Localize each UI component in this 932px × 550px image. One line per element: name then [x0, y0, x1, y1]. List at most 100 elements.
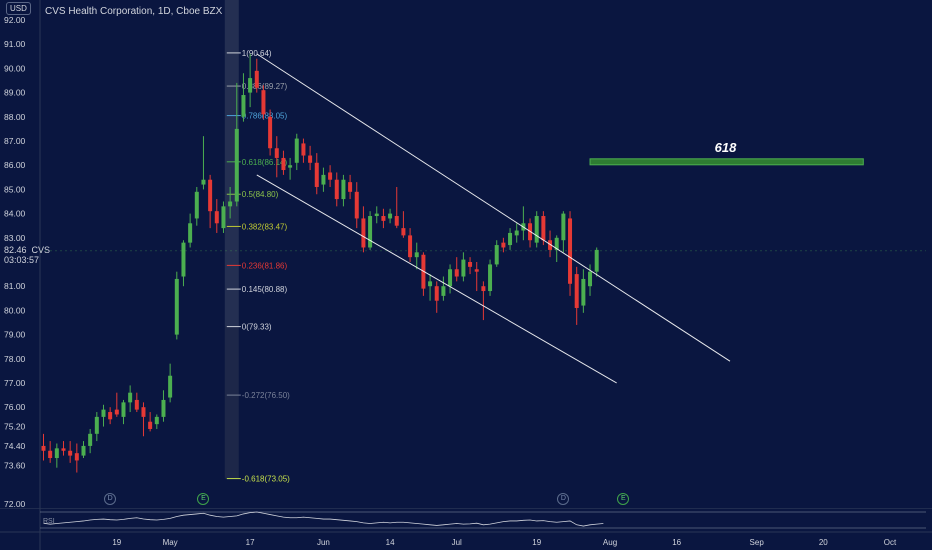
candle-body: [381, 216, 386, 221]
level-label: 618: [714, 139, 737, 155]
candle: [94, 412, 99, 442]
candle-body: [221, 206, 226, 229]
earnings-marker[interactable]: E: [617, 493, 630, 505]
candle: [188, 213, 193, 248]
fib-level-label: 0.382(83.47): [242, 222, 288, 231]
candle: [121, 399, 126, 425]
y-tick-label: 72.00: [4, 499, 26, 509]
y-tick-label: 74.40: [4, 441, 26, 451]
candle: [314, 153, 319, 195]
candle-body: [321, 174, 326, 185]
candle: [148, 412, 153, 432]
currency-badge[interactable]: USD: [6, 2, 31, 15]
candle: [374, 206, 379, 224]
candle-body: [508, 232, 513, 246]
candle-body: [328, 172, 333, 180]
candle: [181, 240, 186, 287]
fib-retracement[interactable]: 1(90.64) 0.886(89.27) 0.786(88.05) 0.618(86…: [224, 0, 290, 484]
candle: [481, 281, 486, 321]
candle: [588, 264, 593, 296]
chart-title: CVS Health Corporation, 1D, Cboe BZX: [45, 6, 223, 17]
candle: [108, 407, 113, 425]
y-tick-label: 85.00: [4, 184, 26, 194]
candle: [328, 165, 333, 187]
candle: [461, 252, 466, 282]
candle-body: [248, 78, 253, 93]
candle: [334, 172, 339, 207]
fib-band-lower: [224, 326, 239, 479]
fib-band: [224, 0, 239, 327]
candle-body: [88, 433, 93, 446]
dividend-marker[interactable]: D: [557, 493, 570, 505]
candle-body: [501, 242, 506, 248]
candle: [134, 392, 139, 413]
time-axis[interactable]: 19May17Jun14Jul19Aug16Sep20Oct18: [0, 531, 932, 547]
candle: [348, 174, 353, 200]
candle-body: [361, 218, 366, 248]
dividend-marker[interactable]: D: [104, 493, 117, 505]
candle: [128, 385, 133, 413]
drawing-overlay[interactable]: [256, 53, 864, 384]
candle: [248, 53, 253, 108]
candlestick-series: [41, 53, 599, 473]
candle: [414, 242, 419, 270]
channel-upper-line[interactable]: [256, 53, 731, 362]
fib-level-label: 0.886(89.27): [242, 82, 288, 91]
candle: [454, 257, 459, 282]
channel-lower-line[interactable]: [256, 174, 617, 384]
y-tick-label: 86.00: [4, 160, 26, 170]
candle-body: [434, 286, 439, 301]
candle-body: [594, 249, 599, 272]
candle: [101, 404, 106, 427]
candle: [81, 441, 86, 459]
rsi-pane-separator: [0, 508, 932, 509]
candle: [214, 199, 219, 233]
candle: [294, 133, 299, 171]
candle-body: [141, 407, 146, 417]
candle-body: [208, 179, 213, 212]
candle-body: [168, 375, 173, 398]
x-tick-label: Jun: [317, 538, 330, 547]
rsi-label: RSI: [43, 518, 55, 525]
rsi-pane[interactable]: RSI: [0, 508, 932, 529]
fib-level-label: -0.618(73.05): [242, 475, 290, 484]
candle: [448, 264, 453, 294]
candle: [88, 428, 93, 454]
candle-body: [441, 286, 446, 296]
candle-body: [481, 286, 486, 292]
candle: [261, 85, 266, 120]
candle: [488, 259, 493, 296]
last-price-value: 82.46: [4, 244, 27, 255]
fib-level-label: 0(79.33): [242, 323, 272, 332]
candle-body: [388, 213, 393, 219]
y-tick-label: 92.00: [4, 15, 26, 25]
price-axis[interactable]: 92.00 91.00 90.00 89.00 88.00 87.00 86.00 85.00…: [4, 15, 926, 509]
candle-body: [188, 223, 193, 243]
candle: [541, 211, 546, 246]
candle: [301, 138, 306, 163]
candle: [161, 390, 166, 422]
last-price-symbol: CVS: [31, 244, 51, 255]
candle-body: [461, 259, 466, 277]
candle: [514, 223, 519, 243]
candle: [174, 271, 179, 340]
candle-body: [74, 453, 79, 461]
candle-body: [61, 448, 66, 451]
last-price-tag: 82.46 CVS 03:03:57: [4, 245, 50, 265]
candle: [474, 262, 479, 292]
candle: [208, 174, 213, 229]
x-tick-label: 17: [246, 538, 255, 547]
candle: [501, 237, 506, 253]
fib-level-label: 0.786(88.05): [242, 112, 288, 121]
earnings-marker[interactable]: E: [197, 493, 210, 505]
candle-body: [194, 191, 199, 219]
candle-body: [261, 90, 266, 115]
candle: [114, 392, 119, 417]
candle-body: [41, 445, 46, 451]
candle-body: [414, 252, 419, 258]
candle-body: [454, 269, 459, 277]
candle: [381, 208, 386, 229]
candle: [68, 441, 73, 463]
level-618-bar[interactable]: [589, 158, 864, 166]
